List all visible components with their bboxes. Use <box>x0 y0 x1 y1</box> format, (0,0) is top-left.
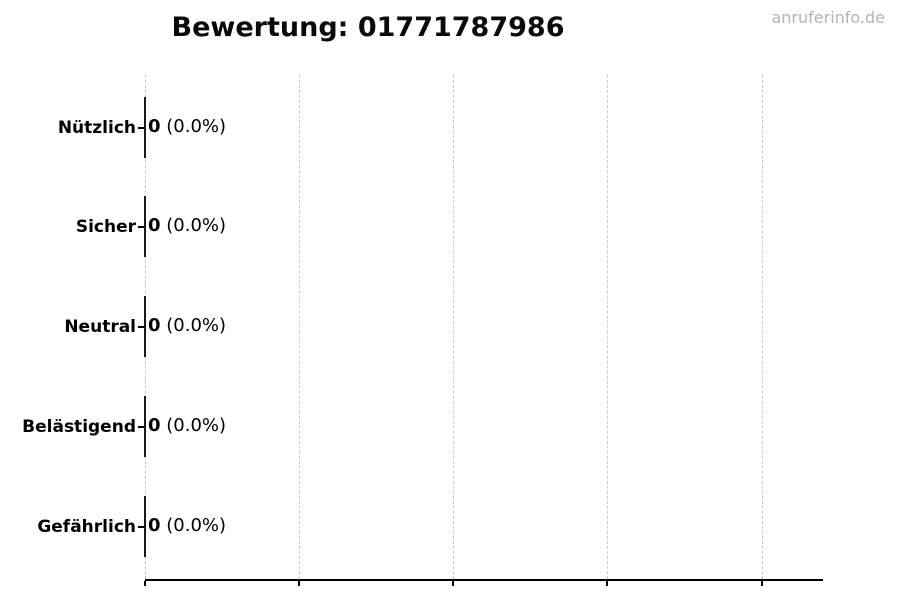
bar-nuetzlich <box>144 97 146 158</box>
x-axis-tick <box>452 581 454 586</box>
y-axis-tick <box>138 226 144 228</box>
bar-percent: (0.0%) <box>160 215 227 236</box>
bar-sicher <box>144 196 146 257</box>
bar-count: 0 <box>148 116 161 137</box>
category-label-sicher: Sicher <box>75 217 136 237</box>
bar-value-label: 0 (0.0%) <box>148 415 226 437</box>
bar-percent: (0.0%) <box>160 415 227 436</box>
bar-value-label: 0 (0.0%) <box>148 215 226 237</box>
bar-count: 0 <box>148 315 161 336</box>
bar-value-label: 0 (0.0%) <box>148 116 226 138</box>
y-axis-tick <box>138 326 144 328</box>
y-axis-tick <box>138 526 144 528</box>
gridline <box>607 75 608 579</box>
bar-percent: (0.0%) <box>160 315 227 336</box>
bar-value-label: 0 (0.0%) <box>148 515 226 537</box>
x-axis-tick <box>761 581 763 586</box>
x-axis-tick <box>144 581 146 586</box>
chart-title: Bewertung: 01771787986 <box>171 12 565 43</box>
gridline <box>299 75 300 579</box>
y-axis-tick <box>138 127 144 129</box>
y-axis-tick <box>138 426 144 428</box>
bar-count: 0 <box>148 515 161 536</box>
bar-count: 0 <box>148 215 161 236</box>
category-label-gefaehrlich: Gefährlich <box>37 517 136 537</box>
bar-percent: (0.0%) <box>160 515 227 536</box>
x-axis-tick <box>298 581 300 586</box>
category-label-nuetzlich: Nützlich <box>57 118 136 138</box>
bar-percent: (0.0%) <box>160 116 227 137</box>
x-axis-tick <box>606 581 608 586</box>
bar-gefaehrlich <box>144 496 146 557</box>
category-label-neutral: Neutral <box>64 317 136 337</box>
bar-count: 0 <box>148 415 161 436</box>
gridline <box>453 75 454 579</box>
bar-value-label: 0 (0.0%) <box>148 315 226 337</box>
watermark-text: anruferinfo.de <box>771 8 885 27</box>
plot-area <box>144 75 823 586</box>
category-label-belaestigend: Belästigend <box>22 417 136 437</box>
gridline <box>762 75 763 579</box>
bar-belaestigend <box>144 396 146 457</box>
bar-neutral <box>144 296 146 357</box>
